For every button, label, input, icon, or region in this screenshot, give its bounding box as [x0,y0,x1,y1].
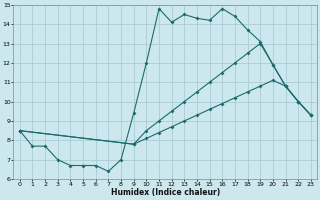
X-axis label: Humidex (Indice chaleur): Humidex (Indice chaleur) [111,188,220,197]
